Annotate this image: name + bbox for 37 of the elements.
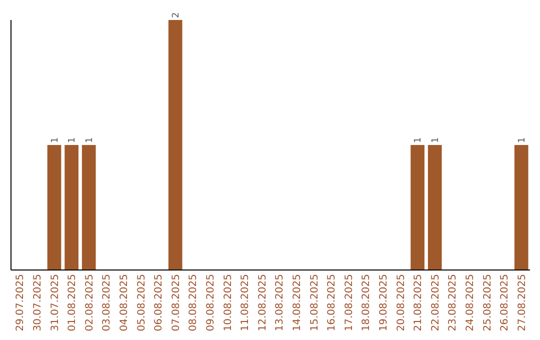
- data-label: 1: [517, 137, 528, 143]
- x-tick-label: 09.08.2025: [205, 274, 216, 332]
- x-tick-label: 04.08.2025: [118, 274, 130, 332]
- x-tick-label: 21.08.2025: [413, 274, 424, 332]
- x-tick-label: 13.08.2025: [274, 274, 286, 332]
- x-tick-label: 02.08.2025: [84, 274, 96, 332]
- x-tick-label: 29.07.2025: [15, 274, 26, 332]
- x-tick-label: 01.08.2025: [67, 274, 78, 332]
- x-tick-label: 06.08.2025: [154, 274, 165, 332]
- x-tick-label: 25.08.2025: [482, 274, 494, 332]
- x-tick-label: 24.08.2025: [464, 274, 476, 332]
- x-tick-label: 07.08.2025: [170, 274, 182, 332]
- data-label: 1: [430, 137, 441, 143]
- x-tick-label: 16.08.2025: [326, 274, 338, 332]
- data-label: 1: [68, 137, 78, 143]
- x-tick-label: 17.08.2025: [344, 274, 355, 332]
- x-tick-label: 08.08.2025: [188, 274, 200, 332]
- x-tick-label: 11.08.2025: [240, 274, 252, 332]
- x-tick-label: 15.08.2025: [309, 274, 320, 332]
- data-label: 1: [84, 137, 95, 143]
- x-tick-label: 18.08.2025: [361, 274, 372, 332]
- x-tick-label: 19.08.2025: [378, 274, 390, 332]
- x-tick-label: 31.07.2025: [50, 274, 61, 332]
- x-tick-label: 22.08.2025: [430, 274, 442, 332]
- x-tick-label: 26.08.2025: [500, 274, 511, 332]
- x-tick-label: 23.08.2025: [448, 274, 459, 332]
- x-tick-label: 03.08.2025: [102, 274, 113, 332]
- x-tick-label: 27.08.2025: [516, 274, 528, 332]
- x-tick-label: 20.08.2025: [396, 274, 407, 332]
- x-tick-label: 30.07.2025: [32, 274, 44, 332]
- x-tick-label: 05.08.2025: [136, 274, 148, 332]
- x-tick-label: 10.08.2025: [222, 274, 234, 332]
- data-label: 2: [171, 12, 182, 18]
- x-tick-label: 14.08.2025: [292, 274, 303, 332]
- x-tick-label: 12.08.2025: [257, 274, 268, 332]
- data-label: 1: [414, 137, 424, 143]
- data-label: 1: [50, 137, 60, 143]
